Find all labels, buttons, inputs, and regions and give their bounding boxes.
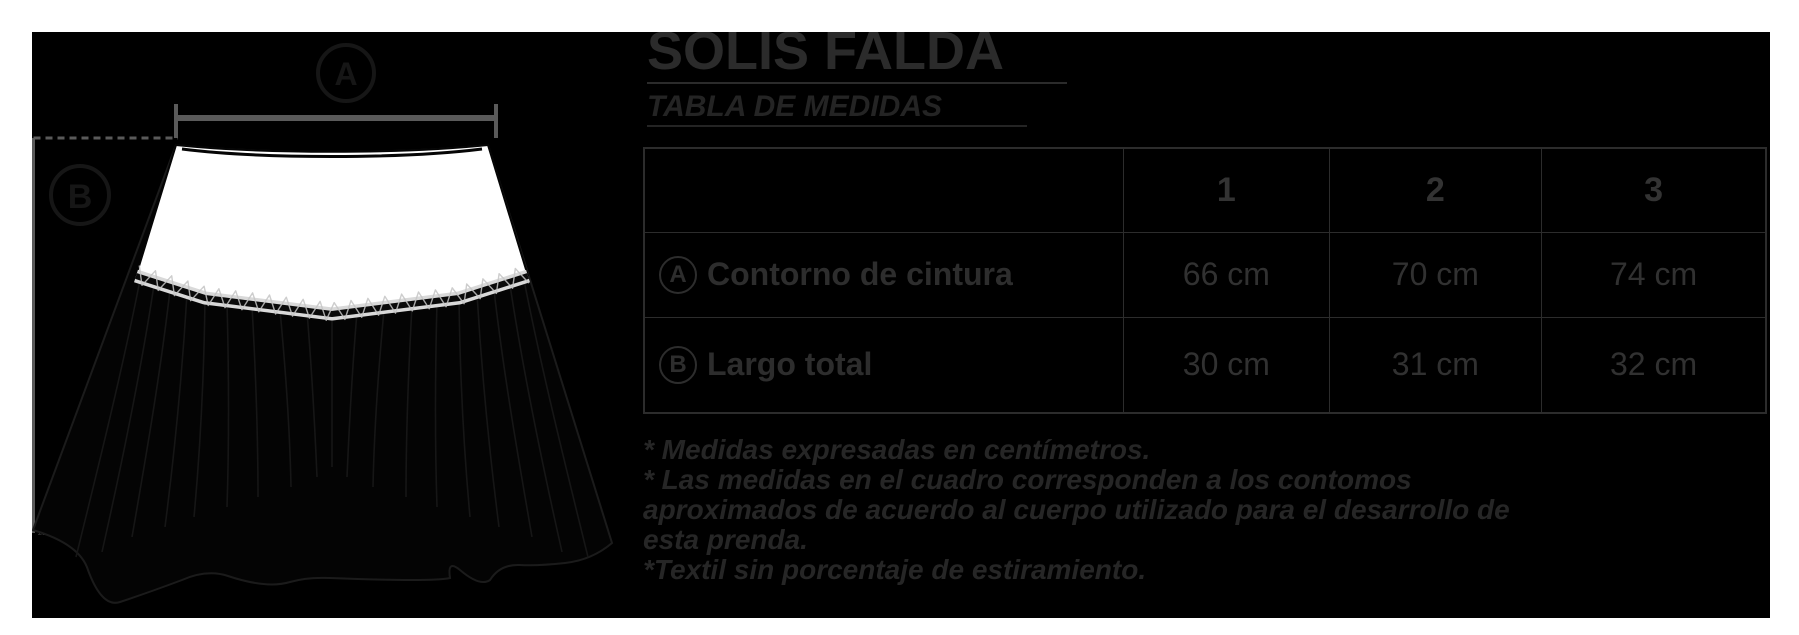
svg-text:B: B — [68, 178, 93, 216]
svg-text:A: A — [334, 56, 357, 92]
